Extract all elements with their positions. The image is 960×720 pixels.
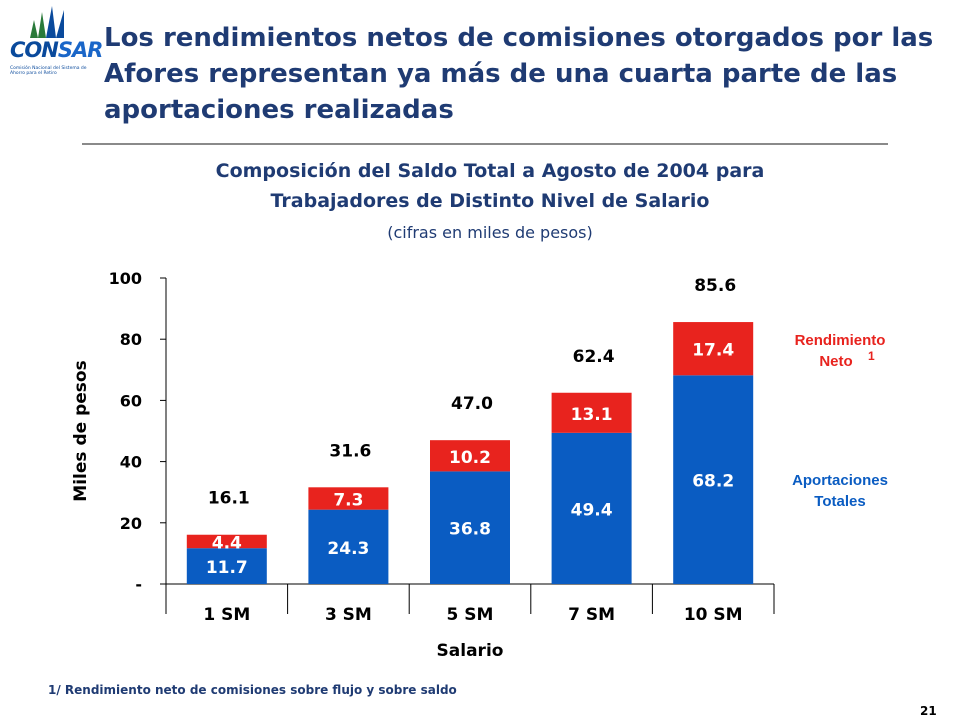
- bar-aportaciones: [551, 432, 632, 584]
- x-tick-label: 7 SM: [568, 605, 615, 625]
- data-label-rendimiento: 13.1: [571, 405, 613, 425]
- y-tick-label: 40: [120, 453, 142, 472]
- plot-area: - 20 40 60 80 100 1 SM 3 SM 5 SM 7 SM 10 SM Salario…: [71, 269, 888, 661]
- data-label-rendimiento: 7.3: [333, 490, 363, 510]
- bar-rendimiento: [430, 440, 510, 472]
- data-label-rendimiento: 4.4: [212, 533, 242, 553]
- y-tick-label: 20: [120, 514, 142, 533]
- chart-title: Composición del Saldo Total a Agosto de …: [130, 156, 850, 216]
- bar-rendimiento: [673, 322, 754, 376]
- slide-title: Los rendimientos netos de comisiones oto…: [104, 23, 934, 125]
- data-label-aportaciones: 11.7: [206, 558, 248, 578]
- y-tick-label: 60: [120, 391, 142, 410]
- y-tick-label: 100: [109, 269, 142, 288]
- bar-rendimiento: [308, 487, 389, 510]
- y-tick-label: -: [135, 575, 142, 594]
- legend-rendimiento-line1: Rendimiento: [795, 332, 886, 349]
- data-label-total: 85.6: [694, 276, 736, 296]
- logo-emblem-icon: [30, 6, 64, 38]
- x-tick-label: 10 SM: [684, 605, 743, 625]
- data-label-total: 47.0: [451, 394, 493, 414]
- consar-logo: CONSAR Comisión Nacional del Sistema de …: [6, 4, 103, 104]
- bar-aportaciones: [308, 509, 389, 584]
- y-tick-label: 80: [120, 330, 142, 349]
- bar-aportaciones: [673, 375, 754, 584]
- data-label-aportaciones: 68.2: [692, 472, 734, 492]
- data-label-total: 31.6: [329, 441, 371, 461]
- chart-title-line-2: Trabajadores de Distinto Nivel de Salari…: [270, 190, 710, 212]
- bar-aportaciones: [186, 548, 267, 584]
- title-divider: [82, 143, 888, 145]
- legend-footnote-mark: 1: [868, 349, 875, 363]
- y-axis-title: Miles de pesos: [71, 360, 91, 501]
- chart-subtitle: (cifras en miles de pesos): [387, 223, 593, 242]
- bar-rendimiento: [186, 534, 267, 549]
- legend-aportaciones-line1: Aportaciones: [792, 472, 888, 489]
- data-label-total: 16.1: [208, 489, 250, 509]
- footnote: 1/ Rendimiento neto de comisiones sobre …: [48, 683, 457, 697]
- x-tick-label: 3 SM: [325, 605, 372, 625]
- data-label-rendimiento: 10.2: [449, 448, 491, 468]
- bar-rendimiento: [551, 392, 632, 433]
- x-tick-label: 5 SM: [447, 605, 494, 625]
- data-label-aportaciones: 24.3: [327, 539, 369, 559]
- legend-rendimiento-line2: Neto: [819, 353, 852, 370]
- data-label-aportaciones: 49.4: [571, 500, 613, 520]
- x-axis-title: Salario: [437, 641, 504, 661]
- bar-aportaciones: [430, 471, 510, 584]
- legend-aportaciones-line2: Totales: [814, 493, 865, 510]
- chart-title-line-1: Composición del Saldo Total a Agosto de …: [215, 160, 765, 182]
- data-label-rendimiento: 17.4: [692, 341, 734, 361]
- logo-tagline: Comisión Nacional del Sistema de Ahorro …: [10, 66, 87, 76]
- data-label-total: 62.4: [573, 347, 615, 367]
- logo-wordmark: CONSAR: [10, 38, 103, 62]
- x-tick-label: 1 SM: [203, 605, 250, 625]
- page-number: 21: [920, 704, 937, 718]
- data-label-aportaciones: 36.8: [449, 520, 491, 540]
